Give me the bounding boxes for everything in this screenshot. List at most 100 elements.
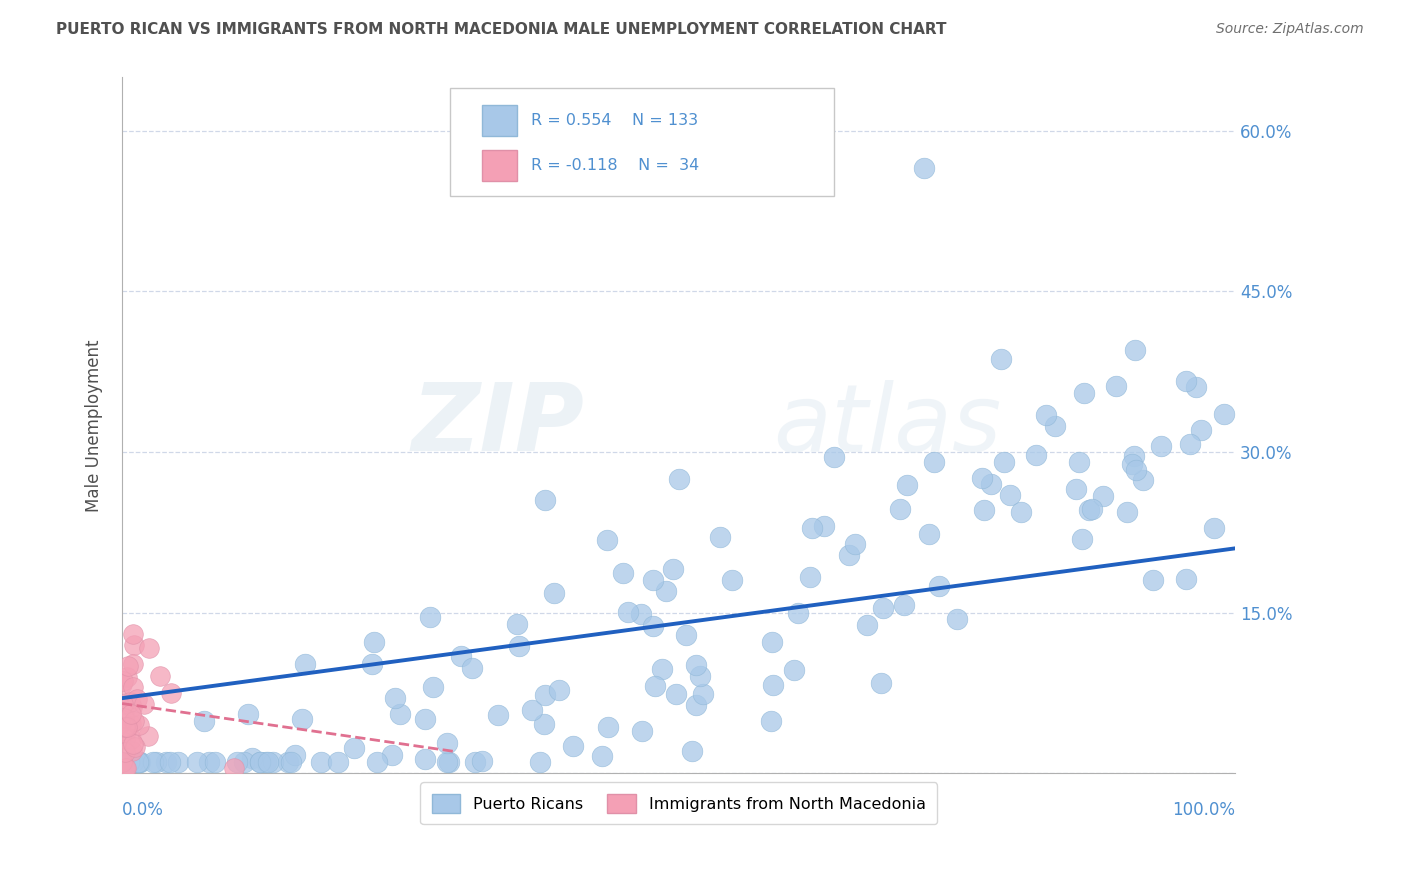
- Point: [422, 680, 444, 694]
- Point: [721, 574, 744, 588]
- Point: [918, 526, 941, 541]
- Point: [384, 691, 406, 706]
- Point: [127, 756, 149, 770]
- Point: [1125, 462, 1147, 476]
- Point: [1121, 457, 1143, 471]
- Point: [127, 692, 149, 706]
- Point: [436, 756, 458, 770]
- Point: [111, 755, 134, 769]
- Y-axis label: Male Unemployment: Male Unemployment: [86, 339, 103, 511]
- Point: [121, 699, 143, 714]
- Point: [970, 471, 993, 485]
- Point: [193, 714, 215, 728]
- Point: [912, 161, 935, 176]
- Point: [761, 678, 783, 692]
- Point: [115, 669, 138, 683]
- Point: [262, 756, 284, 770]
- Point: [681, 744, 703, 758]
- Point: [224, 761, 246, 775]
- Point: [121, 737, 143, 751]
- Point: [460, 660, 482, 674]
- Point: [114, 745, 136, 759]
- Point: [122, 638, 145, 652]
- Point: [149, 669, 172, 683]
- Point: [1035, 408, 1057, 422]
- Point: [124, 739, 146, 754]
- Point: [257, 756, 280, 770]
- Point: [824, 450, 846, 465]
- Point: [1212, 407, 1234, 421]
- Point: [363, 635, 385, 649]
- Point: [122, 756, 145, 770]
- Text: atlas: atlas: [773, 380, 1001, 471]
- Point: [1142, 573, 1164, 587]
- Point: [112, 697, 135, 711]
- Point: [1150, 439, 1173, 453]
- Point: [922, 455, 945, 469]
- Point: [662, 562, 685, 576]
- Point: [617, 605, 640, 619]
- Text: Source: ZipAtlas.com: Source: ZipAtlas.com: [1216, 22, 1364, 37]
- Point: [596, 533, 619, 547]
- Point: [520, 703, 543, 717]
- Point: [872, 601, 894, 615]
- Point: [1204, 520, 1226, 534]
- Point: [120, 707, 142, 722]
- Point: [471, 755, 494, 769]
- Point: [115, 724, 138, 739]
- Text: PUERTO RICAN VS IMMIGRANTS FROM NORTH MACEDONIA MALE UNEMPLOYMENT CORRELATION CH: PUERTO RICAN VS IMMIGRANTS FROM NORTH MA…: [56, 22, 946, 37]
- Point: [343, 740, 366, 755]
- Point: [759, 714, 782, 728]
- Point: [240, 751, 263, 765]
- Point: [114, 732, 136, 747]
- Point: [136, 729, 159, 743]
- Point: [128, 718, 150, 732]
- Point: [112, 674, 135, 689]
- Point: [786, 607, 808, 621]
- Point: [529, 756, 551, 770]
- Point: [159, 756, 181, 770]
- Point: [226, 756, 249, 770]
- Point: [122, 627, 145, 641]
- Point: [1064, 482, 1087, 496]
- Point: [111, 726, 134, 740]
- Point: [761, 635, 783, 649]
- Point: [309, 756, 332, 770]
- Point: [167, 756, 190, 770]
- Point: [118, 695, 141, 709]
- Point: [591, 749, 613, 764]
- Point: [294, 657, 316, 671]
- Point: [1189, 423, 1212, 437]
- Point: [800, 521, 823, 535]
- Point: [508, 640, 530, 654]
- Point: [114, 720, 136, 734]
- Point: [641, 573, 664, 587]
- Point: [254, 756, 277, 770]
- Point: [115, 761, 138, 775]
- Point: [1185, 380, 1208, 394]
- Point: [436, 735, 458, 749]
- Point: [612, 566, 634, 580]
- Point: [998, 488, 1021, 502]
- Point: [464, 756, 486, 770]
- Point: [685, 658, 707, 673]
- Legend: Puerto Ricans, Immigrants from North Macedonia: Puerto Ricans, Immigrants from North Mac…: [420, 782, 936, 824]
- Point: [249, 756, 271, 770]
- Point: [1025, 449, 1047, 463]
- Point: [280, 756, 302, 770]
- Point: [128, 756, 150, 770]
- Point: [122, 680, 145, 694]
- Point: [1092, 489, 1115, 503]
- Point: [121, 744, 143, 758]
- Text: 0.0%: 0.0%: [122, 801, 165, 819]
- Point: [284, 747, 307, 762]
- Point: [993, 454, 1015, 468]
- Point: [389, 706, 412, 721]
- Point: [114, 720, 136, 734]
- Point: [980, 477, 1002, 491]
- Point: [1081, 502, 1104, 516]
- Point: [1069, 455, 1091, 469]
- Point: [204, 756, 226, 770]
- Point: [655, 584, 678, 599]
- Point: [366, 756, 388, 770]
